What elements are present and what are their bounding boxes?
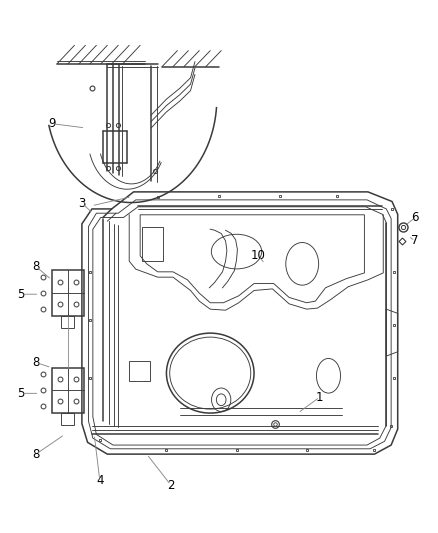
Text: 8: 8 bbox=[32, 356, 39, 369]
Bar bbox=[129, 361, 150, 381]
Text: 10: 10 bbox=[251, 249, 266, 262]
Text: 1: 1 bbox=[316, 391, 324, 403]
Bar bbox=[142, 227, 163, 261]
Text: 9: 9 bbox=[48, 117, 56, 130]
Bar bbox=[61, 413, 74, 424]
Text: 5: 5 bbox=[18, 288, 25, 301]
Text: 4: 4 bbox=[96, 474, 104, 487]
Text: 6: 6 bbox=[411, 211, 419, 224]
Text: 8: 8 bbox=[32, 448, 39, 461]
Text: 7: 7 bbox=[411, 235, 419, 247]
Text: 8: 8 bbox=[32, 260, 39, 273]
Bar bbox=[52, 270, 84, 316]
Text: 5: 5 bbox=[18, 387, 25, 400]
Text: 3: 3 bbox=[79, 197, 86, 210]
Bar bbox=[52, 368, 84, 413]
Bar bbox=[61, 316, 74, 327]
Text: 2: 2 bbox=[167, 479, 175, 491]
